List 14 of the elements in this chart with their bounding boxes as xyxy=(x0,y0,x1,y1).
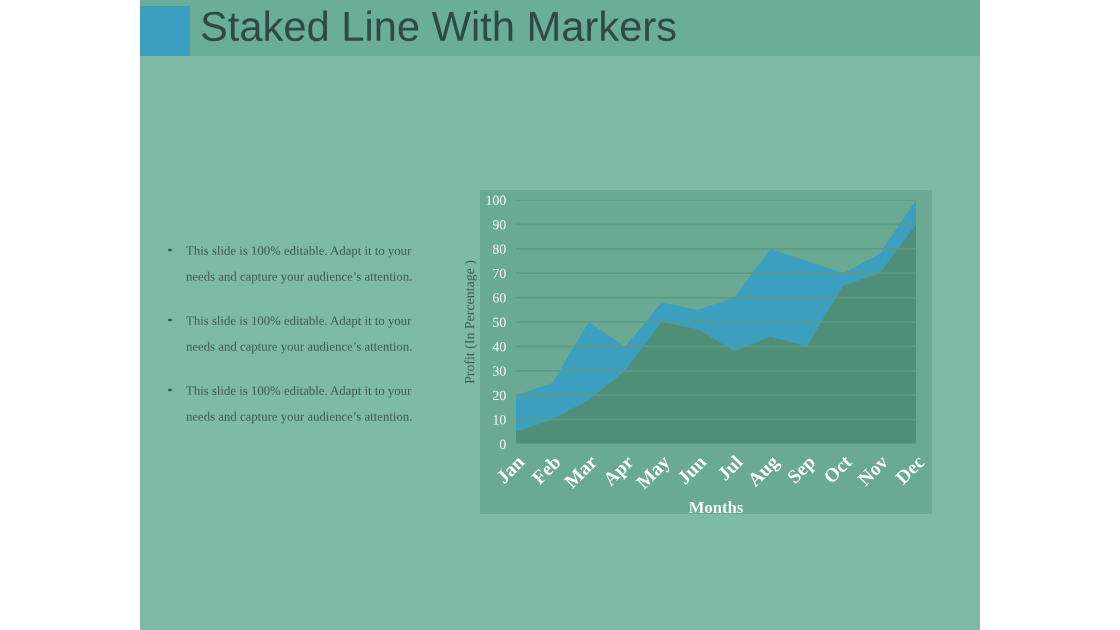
x-tick-label: May xyxy=(635,454,674,493)
x-tick-label: Mar xyxy=(563,454,599,490)
x-axis-title: Months xyxy=(688,501,743,513)
x-tick-label: Jan xyxy=(495,454,526,485)
x-tick-label: Apr xyxy=(602,454,638,490)
x-tick-label: Jun xyxy=(676,454,708,485)
x-tick-label: Oct xyxy=(823,454,853,485)
x-tick-label: Feb xyxy=(530,454,562,486)
x-tick-label: Aug xyxy=(746,454,783,491)
x-tick-label: Sep xyxy=(786,454,819,487)
x-tick-label: Nov xyxy=(856,454,890,487)
chart-title: Staked Line With Markers xyxy=(201,10,676,42)
x-tick-label: Jul xyxy=(716,453,744,482)
x-tick-label: Dec xyxy=(894,454,926,486)
